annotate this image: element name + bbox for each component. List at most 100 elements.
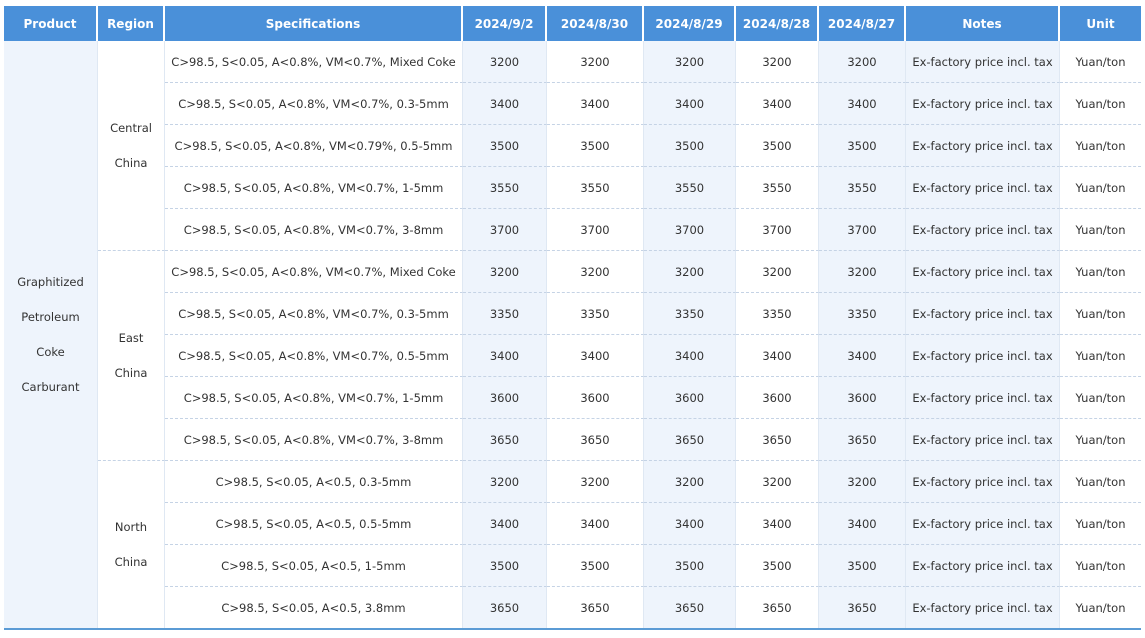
price-cell: 3400 (736, 334, 819, 376)
unit-cell: Yuan/ton (1060, 292, 1141, 334)
price-cell: 3400 (644, 82, 736, 124)
price-cell: 3550 (463, 166, 547, 208)
table-body: Graphitized Petroleum Coke Carburant Central… (4, 41, 1141, 628)
unit-cell: Yuan/ton (1060, 544, 1141, 586)
region-name-line: North (114, 519, 148, 534)
price-cell: 3600 (819, 376, 906, 418)
spec-cell: C>98.5, S<0.05, A<0.8%, VM<0.7%, 1-5mm (165, 166, 463, 208)
price-cell: 3650 (547, 586, 644, 628)
column-header-notes[interactable]: Notes (906, 6, 1060, 41)
price-cell: 3400 (819, 334, 906, 376)
price-cell: 3500 (463, 124, 547, 166)
price-cell: 3400 (736, 502, 819, 544)
spec-cell: C>98.5, S<0.05, A<0.8%, VM<0.7%, Mixed C… (165, 41, 463, 82)
price-cell: 3400 (819, 502, 906, 544)
price-cell: 3650 (463, 418, 547, 460)
table-row: North China C>98.5, S<0.05, A<0.5, 0.3-5mm… (4, 460, 1141, 628)
price-cell: 3200 (736, 41, 819, 82)
spec-cell: C>98.5, S<0.05, A<0.8%, VM<0.7%, 0.3-5mm (165, 292, 463, 334)
unit-cell: Yuan/ton (1060, 208, 1141, 250)
price-cell: 3500 (547, 544, 644, 586)
price-cell: 3500 (644, 124, 736, 166)
price-cell: 3400 (547, 82, 644, 124)
price-cell: 3500 (547, 124, 644, 166)
price-cell: 3200 (736, 460, 819, 502)
price-cell: 3650 (736, 586, 819, 628)
unit-cell: Yuan/ton (1060, 166, 1141, 208)
column-header-product[interactable]: Product (4, 6, 98, 41)
note-cell: Ex-factory price incl. tax (906, 502, 1060, 544)
column-header-date-2[interactable]: 2024/8/30 (547, 6, 644, 41)
column-header-unit[interactable]: Unit (1060, 6, 1141, 41)
table-row: C>98.5, S<0.05, A<0.8%, VM<0.7%, 1-5mm 36… (4, 376, 1141, 418)
region-name-line: East (118, 330, 144, 345)
spec-cell: C>98.5, S<0.05, A<0.5, 1-5mm (165, 544, 463, 586)
price-cell: 3200 (819, 460, 906, 502)
price-cell: 3200 (644, 41, 736, 82)
price-cell: 3200 (547, 41, 644, 82)
price-cell: 3650 (547, 418, 644, 460)
price-cell: 3200 (819, 41, 906, 82)
column-header-date-5[interactable]: 2024/8/27 (819, 6, 906, 41)
note-cell: Ex-factory price incl. tax (906, 166, 1060, 208)
price-cell: 3700 (736, 208, 819, 250)
region-name-line: Central (110, 120, 152, 135)
price-cell: 3350 (644, 292, 736, 334)
price-cell: 3200 (463, 460, 547, 502)
price-cell: 3400 (547, 334, 644, 376)
price-cell: 3200 (463, 250, 547, 292)
price-cell: 3350 (463, 292, 547, 334)
price-cell: 3400 (547, 502, 644, 544)
price-cell: 3700 (644, 208, 736, 250)
price-cell: 3200 (463, 41, 547, 82)
price-cell: 3350 (547, 292, 644, 334)
table-row: C>98.5, S<0.05, A<0.8%, VM<0.7%, 3-8mm 37… (4, 208, 1141, 250)
unit-cell: Yuan/ton (1060, 124, 1141, 166)
region-cell: East China (98, 250, 165, 460)
price-cell: 3650 (644, 586, 736, 628)
spec-cell: C>98.5, S<0.05, A<0.5, 3.8mm (165, 586, 463, 628)
note-cell: Ex-factory price incl. tax (906, 460, 1060, 502)
price-cell: 3200 (736, 250, 819, 292)
unit-cell: Yuan/ton (1060, 41, 1141, 82)
note-cell: Ex-factory price incl. tax (906, 586, 1060, 628)
price-cell: 3550 (644, 166, 736, 208)
column-header-specifications[interactable]: Specifications (165, 6, 463, 41)
price-cell: 3350 (819, 292, 906, 334)
price-table: Product Region Specifications 2024/9/2 2… (4, 6, 1141, 630)
spec-cell: C>98.5, S<0.05, A<0.8%, VM<0.7%, 3-8mm (165, 208, 463, 250)
table-row: C>98.5, S<0.05, A<0.8%, VM<0.7%, 0.3-5mm… (4, 292, 1141, 334)
table-row: C>98.5, S<0.05, A<0.5, 0.5-5mm 3400 3400 34… (4, 502, 1141, 544)
spec-cell: C>98.5, S<0.05, A<0.8%, VM<0.7%, 1-5mm (165, 376, 463, 418)
price-cell: 3600 (547, 376, 644, 418)
product-name-line: Graphitized (17, 274, 84, 289)
unit-cell: Yuan/ton (1060, 502, 1141, 544)
price-cell: 3350 (736, 292, 819, 334)
table-row: C>98.5, S<0.05, A<0.8%, VM<0.7%, 3-8mm 36… (4, 418, 1141, 460)
note-cell: Ex-factory price incl. tax (906, 376, 1060, 418)
column-header-date-1[interactable]: 2024/9/2 (463, 6, 547, 41)
spec-cell: C>98.5, S<0.05, A<0.8%, VM<0.7%, 0.3-5mm (165, 82, 463, 124)
table-row: Graphitized Petroleum Coke Carburant Central… (4, 41, 1141, 628)
price-cell: 3500 (819, 124, 906, 166)
region-cell: North China (98, 460, 165, 628)
table-row: C>98.5, S<0.05, A<0.5, 1-5mm 3500 3500 3500… (4, 544, 1141, 586)
price-cell: 3650 (819, 586, 906, 628)
price-cell: 3600 (463, 376, 547, 418)
price-cell: 3400 (819, 82, 906, 124)
spec-cell: C>98.5, S<0.05, A<0.5, 0.3-5mm (165, 460, 463, 502)
table-header-row: Product Region Specifications 2024/9/2 2… (4, 6, 1141, 41)
column-header-region[interactable]: Region (98, 6, 165, 41)
column-header-date-4[interactable]: 2024/8/28 (736, 6, 819, 41)
unit-cell: Yuan/ton (1060, 418, 1141, 460)
price-cell: 3650 (644, 418, 736, 460)
note-cell: Ex-factory price incl. tax (906, 418, 1060, 460)
price-cell: 3550 (547, 166, 644, 208)
note-cell: Ex-factory price incl. tax (906, 208, 1060, 250)
price-cell: 3400 (463, 502, 547, 544)
column-header-date-3[interactable]: 2024/8/29 (644, 6, 736, 41)
price-cell: 3400 (644, 502, 736, 544)
unit-cell: Yuan/ton (1060, 460, 1141, 502)
spec-cell: C>98.5, S<0.05, A<0.8%, VM<0.79%, 0.5-5m… (165, 124, 463, 166)
